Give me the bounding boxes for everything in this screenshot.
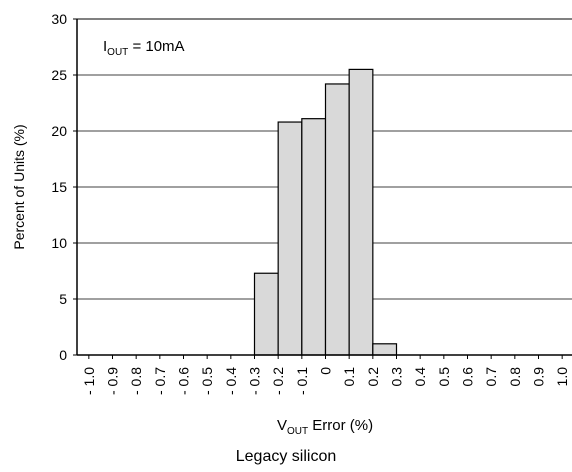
x-axis-label: VOUT Error (%)	[277, 417, 373, 437]
x-tick-label: - 1.0	[81, 367, 97, 395]
histogram-bar	[324, 83, 350, 356]
y-tick-label: 0	[59, 347, 67, 363]
y-tick-labels: 0 5 10 15 20 25 30	[51, 11, 67, 363]
histogram-bar	[301, 118, 327, 356]
bars	[253, 68, 398, 356]
x-tick-label: - 0.3	[247, 367, 263, 395]
x-tick-label: 0.4	[412, 367, 428, 387]
x-tick-labels: - 1.0 - 0.9 - 0.8 - 0.7 - 0.6 - 0.5 - 0.4 - 0.3…	[81, 367, 570, 395]
y-tick-label: 25	[51, 67, 67, 83]
y-axis-label: Percent of Units (%)	[11, 124, 27, 249]
chart-caption: Legacy silicon	[235, 448, 337, 465]
x-tick-label: - 0.8	[128, 367, 144, 395]
x-tick-label: 0.1	[341, 367, 357, 387]
histogram-bar	[348, 68, 374, 356]
axes	[73, 18, 572, 359]
y-tick-label: 15	[51, 179, 67, 195]
x-tick-label: 0.5	[436, 367, 452, 387]
current-annotation: IOUT = 10mA	[103, 38, 185, 58]
y-tick-label: 10	[51, 235, 67, 251]
histogram-bar	[253, 272, 279, 356]
x-tick-label: 0.9	[531, 367, 547, 387]
x-tick-label: 0.6	[460, 367, 476, 387]
x-tick-label: 0.8	[507, 367, 523, 387]
y-tick-label: 30	[51, 11, 67, 27]
x-tick-label: - 0.9	[105, 367, 121, 395]
x-tick-label: 1.0	[554, 367, 570, 387]
y-tick-label: 5	[59, 291, 67, 307]
x-tick-label: - 0.4	[223, 367, 239, 395]
x-tick-label: - 0.2	[270, 367, 286, 395]
x-tick-label: - 0.5	[199, 367, 215, 395]
x-tick-label: - 0.1	[294, 367, 310, 395]
x-tick-label: 0	[318, 367, 334, 375]
histogram-bar	[277, 121, 303, 356]
y-tick-label: 20	[51, 123, 67, 139]
histogram-bar	[372, 343, 398, 356]
x-tick-label: 0.2	[365, 367, 381, 387]
x-tick-label: - 0.6	[176, 367, 192, 395]
x-tick-label: 0.7	[483, 367, 499, 387]
x-tick-label: - 0.7	[152, 367, 168, 395]
x-tick-label: 0.3	[389, 367, 405, 387]
